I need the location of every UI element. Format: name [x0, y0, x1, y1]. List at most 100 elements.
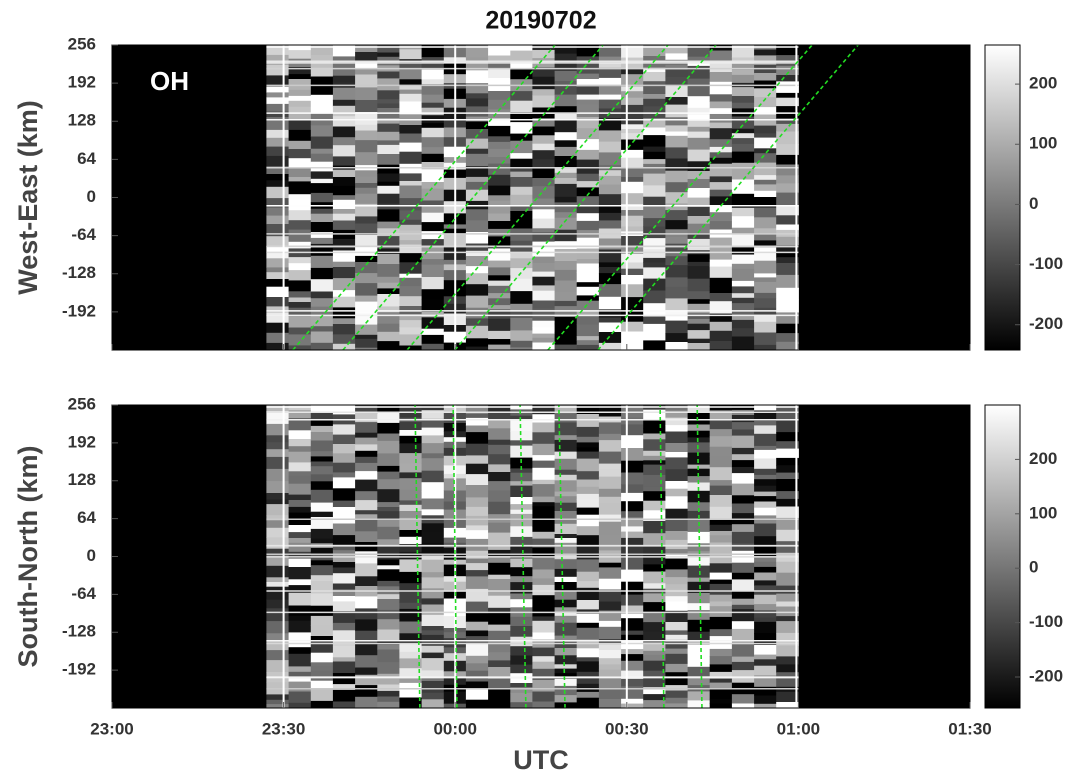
keogram-cell	[598, 451, 622, 465]
keogram-cell	[465, 121, 489, 130]
keogram-cell	[554, 212, 578, 219]
keogram-cell	[731, 169, 755, 180]
keogram-cell	[266, 442, 290, 450]
y-tick-label: -128	[62, 622, 96, 641]
keogram-cell	[399, 643, 423, 653]
keogram-cell	[532, 526, 556, 533]
keogram-cell	[776, 498, 799, 507]
keogram-cell	[310, 405, 334, 413]
keogram-cell	[776, 224, 799, 231]
keogram-cell	[465, 563, 489, 571]
keogram-cell	[709, 506, 733, 521]
keogram-cell	[554, 317, 578, 325]
keogram-cell	[554, 648, 578, 656]
keogram-cell	[532, 405, 556, 415]
keogram-cell	[598, 118, 622, 131]
keogram-cell	[554, 45, 578, 55]
keogram-cell	[510, 504, 533, 511]
keogram-cell	[377, 209, 400, 223]
colorbar-tick-label: -100	[1029, 254, 1063, 273]
keogram-cell	[310, 625, 334, 637]
keogram-cell	[554, 241, 578, 250]
keogram-cell	[754, 572, 777, 581]
keogram-cell	[377, 185, 400, 195]
keogram-cell	[377, 673, 400, 685]
keogram-cell	[421, 231, 445, 240]
keogram-cell	[576, 336, 600, 341]
keogram-cell	[488, 532, 511, 545]
keogram-cell	[377, 649, 400, 663]
keogram-cell	[576, 286, 600, 296]
keogram-cell	[532, 538, 556, 548]
keogram-cell	[465, 295, 489, 309]
keogram-cell	[665, 310, 689, 317]
keogram-cell	[665, 333, 689, 343]
keogram-cell	[576, 442, 600, 448]
keogram-cell	[421, 334, 445, 345]
keogram-cell	[288, 177, 312, 182]
keogram-cell	[776, 118, 799, 125]
keogram-cell	[532, 569, 556, 579]
keogram-cell	[776, 45, 799, 56]
keogram-cell	[510, 683, 533, 688]
keogram-cell	[554, 702, 578, 709]
keogram-cell	[754, 546, 777, 557]
keogram-cell	[377, 288, 400, 295]
keogram-cell	[731, 694, 755, 704]
keogram-cell	[488, 624, 511, 632]
keogram-cell	[465, 405, 489, 415]
keogram-cell	[731, 151, 755, 164]
keogram-cell	[355, 642, 378, 656]
keogram-cell	[465, 515, 489, 526]
keogram-cell	[709, 616, 733, 623]
keogram-cell	[355, 667, 378, 676]
keogram-cell	[621, 236, 644, 248]
keogram-cell	[332, 630, 356, 641]
keogram-cell	[554, 496, 578, 504]
keogram-cell	[554, 534, 578, 539]
keogram-cell	[488, 579, 511, 592]
keogram-cell	[532, 150, 556, 160]
keogram-cell	[665, 45, 689, 54]
keogram-cell	[288, 702, 312, 709]
keogram-cell	[421, 405, 445, 411]
keogram-cell	[665, 569, 689, 578]
keogram-cell	[643, 650, 666, 656]
y-tick-label: 128	[68, 470, 96, 489]
keogram-cell	[377, 248, 400, 255]
keogram-cell	[266, 515, 290, 521]
keogram-cell	[377, 181, 400, 187]
keogram-cell	[465, 166, 489, 178]
keogram-cell	[465, 588, 489, 603]
keogram-cell	[643, 419, 666, 430]
keogram-cell	[731, 460, 755, 468]
keogram-cell	[754, 561, 777, 568]
keogram-cell	[665, 703, 689, 709]
keogram-cell	[731, 179, 755, 189]
keogram-cell	[643, 146, 666, 153]
keogram-cell	[355, 450, 378, 458]
keogram-cell	[332, 229, 356, 240]
keogram-cell	[731, 336, 755, 350]
keogram-cell	[598, 639, 622, 645]
keogram-cell	[488, 68, 511, 79]
keogram-cell	[621, 448, 644, 462]
keogram-cell	[488, 612, 511, 626]
keogram-cell	[709, 495, 733, 508]
keogram-cell	[643, 185, 666, 198]
keogram-cell	[754, 73, 777, 82]
keogram-cell	[310, 208, 334, 215]
keogram-cell	[665, 243, 689, 253]
keogram-cell	[754, 501, 777, 509]
keogram-cell	[532, 263, 556, 273]
keogram-cell	[665, 158, 689, 172]
keogram-cell	[465, 576, 489, 590]
keogram-cell	[754, 321, 777, 333]
keogram-cell	[510, 112, 533, 123]
keogram-cell	[687, 464, 711, 470]
keogram-cell	[377, 118, 400, 125]
keogram-cell	[488, 185, 511, 196]
keogram-cell	[687, 603, 711, 611]
keogram-cell	[687, 120, 711, 128]
keogram-cell	[310, 615, 334, 626]
